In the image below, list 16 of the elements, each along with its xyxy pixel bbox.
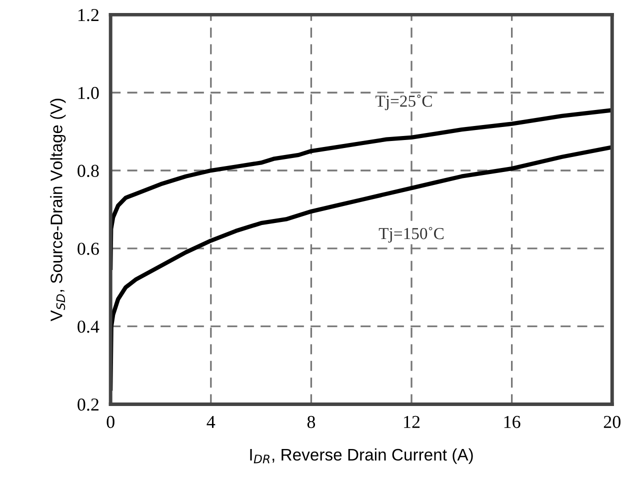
y-tick-label: 0.8 [78, 164, 99, 178]
y-tick-label: 0.6 [78, 242, 99, 255]
annotation: Tj=150˚C [378, 226, 444, 243]
y-tick-label: 0.2 [78, 398, 98, 411]
x-axis-title: I$_{DR}$, Reverse Drain Current (A) [250, 448, 473, 464]
y-tick-label: 1.0 [78, 86, 99, 100]
y-tick-label: 0.4 [78, 320, 100, 333]
x-tick-label: 0 [106, 416, 114, 428]
x-tick-label: 12 [404, 416, 420, 428]
x-tick-label: 20 [604, 416, 620, 428]
x-tick-label: 16 [504, 416, 520, 428]
y-axis-title: V$_{SD}$, Source-Drain Voltage (V) [50, 98, 66, 322]
x-tick-label: 4 [206, 416, 216, 428]
annotation: Tj=25˚C [376, 94, 432, 110]
x-tick-label: 8 [307, 416, 316, 428]
y-tick-label: 1.2 [78, 9, 98, 22]
